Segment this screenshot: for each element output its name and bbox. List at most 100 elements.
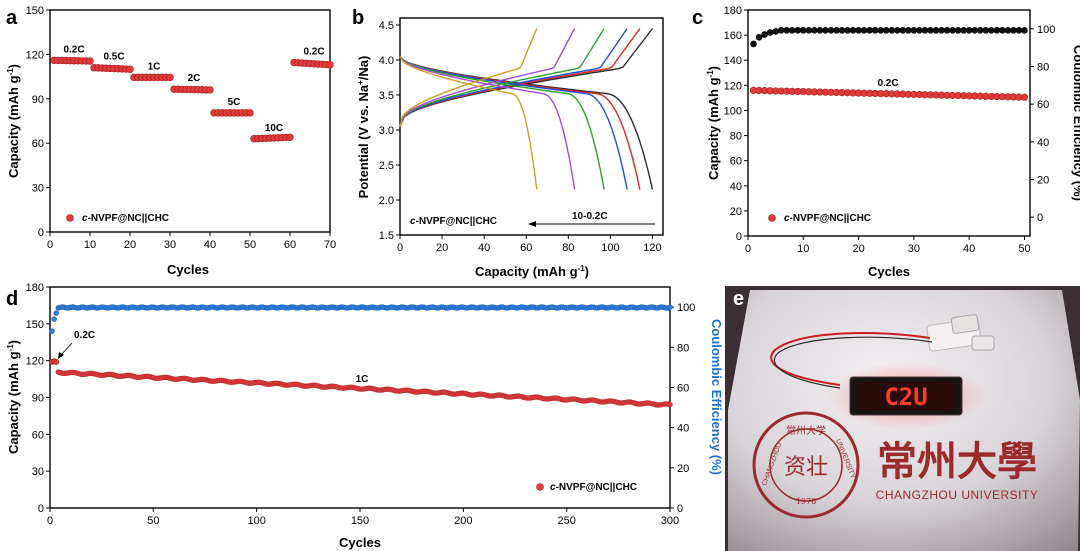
efficiency-point [1010, 27, 1017, 34]
y-tick-label: 180 [26, 282, 44, 294]
panel-b-xlabel: Capacity (mAh g-1) [475, 264, 589, 279]
y-tick-label: 90 [32, 393, 44, 405]
panel-b-ylabel: Potential (V vs. Na+/Na) [356, 56, 371, 199]
efficiency-point [844, 27, 851, 34]
panel-c-legend-text: c-NVPF@NC||CHC [784, 213, 871, 224]
y-right-tick-label: 40 [1037, 137, 1049, 149]
efficiency-point [860, 27, 868, 34]
panel-a-points [50, 56, 334, 143]
panel-d-annotation-1c: 1C [356, 374, 369, 385]
efficiency-point [927, 27, 934, 34]
efficiency-point [788, 27, 796, 34]
seal-center-text: 资壮 [784, 455, 828, 480]
panel-a-ylabel: Capacity (mAh g-1) [6, 64, 21, 178]
efficiency-point [893, 27, 901, 34]
y-tick-label: 2.0 [379, 195, 394, 207]
x-tick-label: 0 [47, 515, 53, 527]
panel-d-label: d [6, 288, 18, 310]
rate-label: 2C [188, 73, 201, 84]
x-tick-label: 300 [661, 515, 679, 527]
efficiency-point [761, 31, 768, 38]
y-tick-label: 0 [38, 227, 44, 239]
y-right-tick-label: 100 [677, 302, 695, 314]
x-tick-label: 10 [84, 239, 96, 251]
x-tick-label: 30 [908, 243, 920, 255]
efficiency-point [822, 27, 829, 34]
efficiency-point [1021, 27, 1028, 34]
panel-a-label: a [6, 7, 18, 29]
panel-c-annotation: 0.2C [877, 78, 898, 89]
capacity-point [86, 57, 94, 65]
rate-label: 1C [148, 61, 161, 72]
x-tick-label: 20 [852, 243, 864, 255]
battery-clip [926, 314, 995, 352]
efficiency-point [871, 27, 879, 34]
y-tick-label: 2.5 [379, 160, 394, 172]
panel-c-axes-frame [747, 9, 1031, 237]
y-right-tick-label: 60 [677, 382, 689, 394]
x-tick-label: 120 [643, 242, 661, 254]
seal-year: 1978 [796, 497, 816, 506]
x-tick-label: 0 [745, 243, 751, 255]
x-tick-label: 0 [47, 239, 53, 251]
y-right-tick-label: 0 [677, 503, 683, 515]
panel-c-ticks: 0 10 20 30 40 50 0 20 40 60 80 100 120 140 160 180 0 20 40… [724, 5, 1056, 255]
panel-a-legend-marker [66, 214, 74, 222]
capacity-point [53, 358, 60, 365]
y-right-tick-label: 80 [677, 342, 689, 354]
capacity-point [326, 61, 334, 69]
y-tick-label: 90 [32, 94, 44, 106]
efficiency-point [833, 27, 840, 34]
y-right-tick-label: 20 [1037, 175, 1049, 187]
efficiency-point [49, 328, 55, 334]
x-tick-label: 100 [601, 242, 619, 254]
efficiency-point [965, 27, 973, 34]
panel-a-axes-frame [49, 9, 331, 233]
panel-b: b 0 20 40 60 80 100 120 1.5 2.0 2.5 3.0 3.5 4.0 4.5 C… [352, 7, 664, 279]
y-tick-label: 80 [730, 131, 742, 143]
panel-b-annotation: 10-0.2C [572, 211, 608, 222]
efficiency-point [849, 27, 857, 34]
university-name-cn: 常州大學 [877, 438, 1037, 485]
x-tick-label: 20 [436, 242, 448, 254]
efficiency-point [1004, 27, 1012, 34]
panel-c-points [749, 27, 1029, 101]
panel-b-label: b [352, 7, 364, 29]
y-tick-label: 140 [724, 55, 742, 67]
panel-d: d 0 50 100 150 200 250 30003060901201501800204… [6, 282, 724, 550]
x-tick-label: 250 [557, 515, 575, 527]
y-tick-label: 120 [26, 356, 44, 368]
efficiency-point [53, 310, 59, 316]
y-right-tick-label: 60 [1037, 99, 1049, 111]
university-seal: 资壮 常州大学 1978 CHANGZHOU UNIVERSITY [752, 411, 860, 519]
y-tick-label: 180 [724, 5, 742, 17]
efficiency-point [811, 27, 818, 34]
panel-d-ylabel: Capacity (mAh g-1) [6, 340, 21, 454]
led-text: C2U [884, 383, 927, 411]
efficiency-point [777, 27, 785, 34]
panel-b-arrowhead [528, 221, 536, 227]
discharge-curve [399, 56, 628, 190]
x-tick-label: 40 [204, 239, 216, 251]
x-tick-label: 50 [244, 239, 256, 251]
led-screen [858, 382, 954, 410]
y-right-tick-label: 0 [1037, 212, 1043, 224]
y-tick-label: 60 [32, 429, 44, 441]
efficiency-point [805, 27, 813, 34]
efficiency-point [882, 27, 890, 34]
y-tick-label: 3.0 [379, 125, 394, 137]
charge-curve [399, 28, 654, 127]
efficiency-point [916, 27, 923, 34]
rate-label: 0.5C [103, 52, 124, 63]
wire-red [770, 332, 931, 386]
y-tick-label: 3.5 [379, 90, 394, 102]
efficiency-point [938, 27, 945, 34]
efficiency-point [932, 27, 940, 34]
efficiency-point [766, 29, 774, 36]
panel-d-xlabel: Cycles [339, 535, 381, 550]
seal-top-text: 常州大学 [786, 424, 826, 437]
x-tick-label: 70 [324, 239, 336, 251]
y-tick-label: 150 [26, 5, 44, 17]
efficiency-point [987, 27, 995, 34]
x-tick-label: 100 [247, 515, 265, 527]
